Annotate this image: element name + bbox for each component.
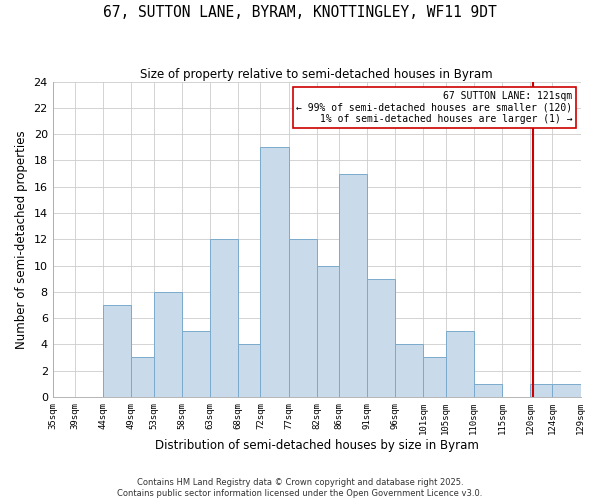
Bar xyxy=(530,384,553,397)
Bar xyxy=(395,344,423,397)
Bar xyxy=(154,292,182,397)
Bar xyxy=(446,331,474,397)
Bar xyxy=(553,384,581,397)
Bar xyxy=(131,358,154,397)
Text: Contains HM Land Registry data © Crown copyright and database right 2025.
Contai: Contains HM Land Registry data © Crown c… xyxy=(118,478,482,498)
Text: 67, SUTTON LANE, BYRAM, KNOTTINGLEY, WF11 9DT: 67, SUTTON LANE, BYRAM, KNOTTINGLEY, WF1… xyxy=(103,5,497,20)
Bar xyxy=(339,174,367,397)
Bar xyxy=(260,148,289,397)
Bar xyxy=(182,331,210,397)
Title: Size of property relative to semi-detached houses in Byram: Size of property relative to semi-detach… xyxy=(140,68,493,80)
X-axis label: Distribution of semi-detached houses by size in Byram: Distribution of semi-detached houses by … xyxy=(155,440,479,452)
Bar xyxy=(210,240,238,397)
Bar xyxy=(103,305,131,397)
Bar xyxy=(289,240,317,397)
Bar xyxy=(423,358,446,397)
Bar xyxy=(238,344,260,397)
Bar xyxy=(317,266,339,397)
Bar xyxy=(367,278,395,397)
Y-axis label: Number of semi-detached properties: Number of semi-detached properties xyxy=(15,130,28,348)
Text: 67 SUTTON LANE: 121sqm
← 99% of semi-detached houses are smaller (120)
1% of sem: 67 SUTTON LANE: 121sqm ← 99% of semi-det… xyxy=(296,91,572,124)
Bar xyxy=(474,384,502,397)
